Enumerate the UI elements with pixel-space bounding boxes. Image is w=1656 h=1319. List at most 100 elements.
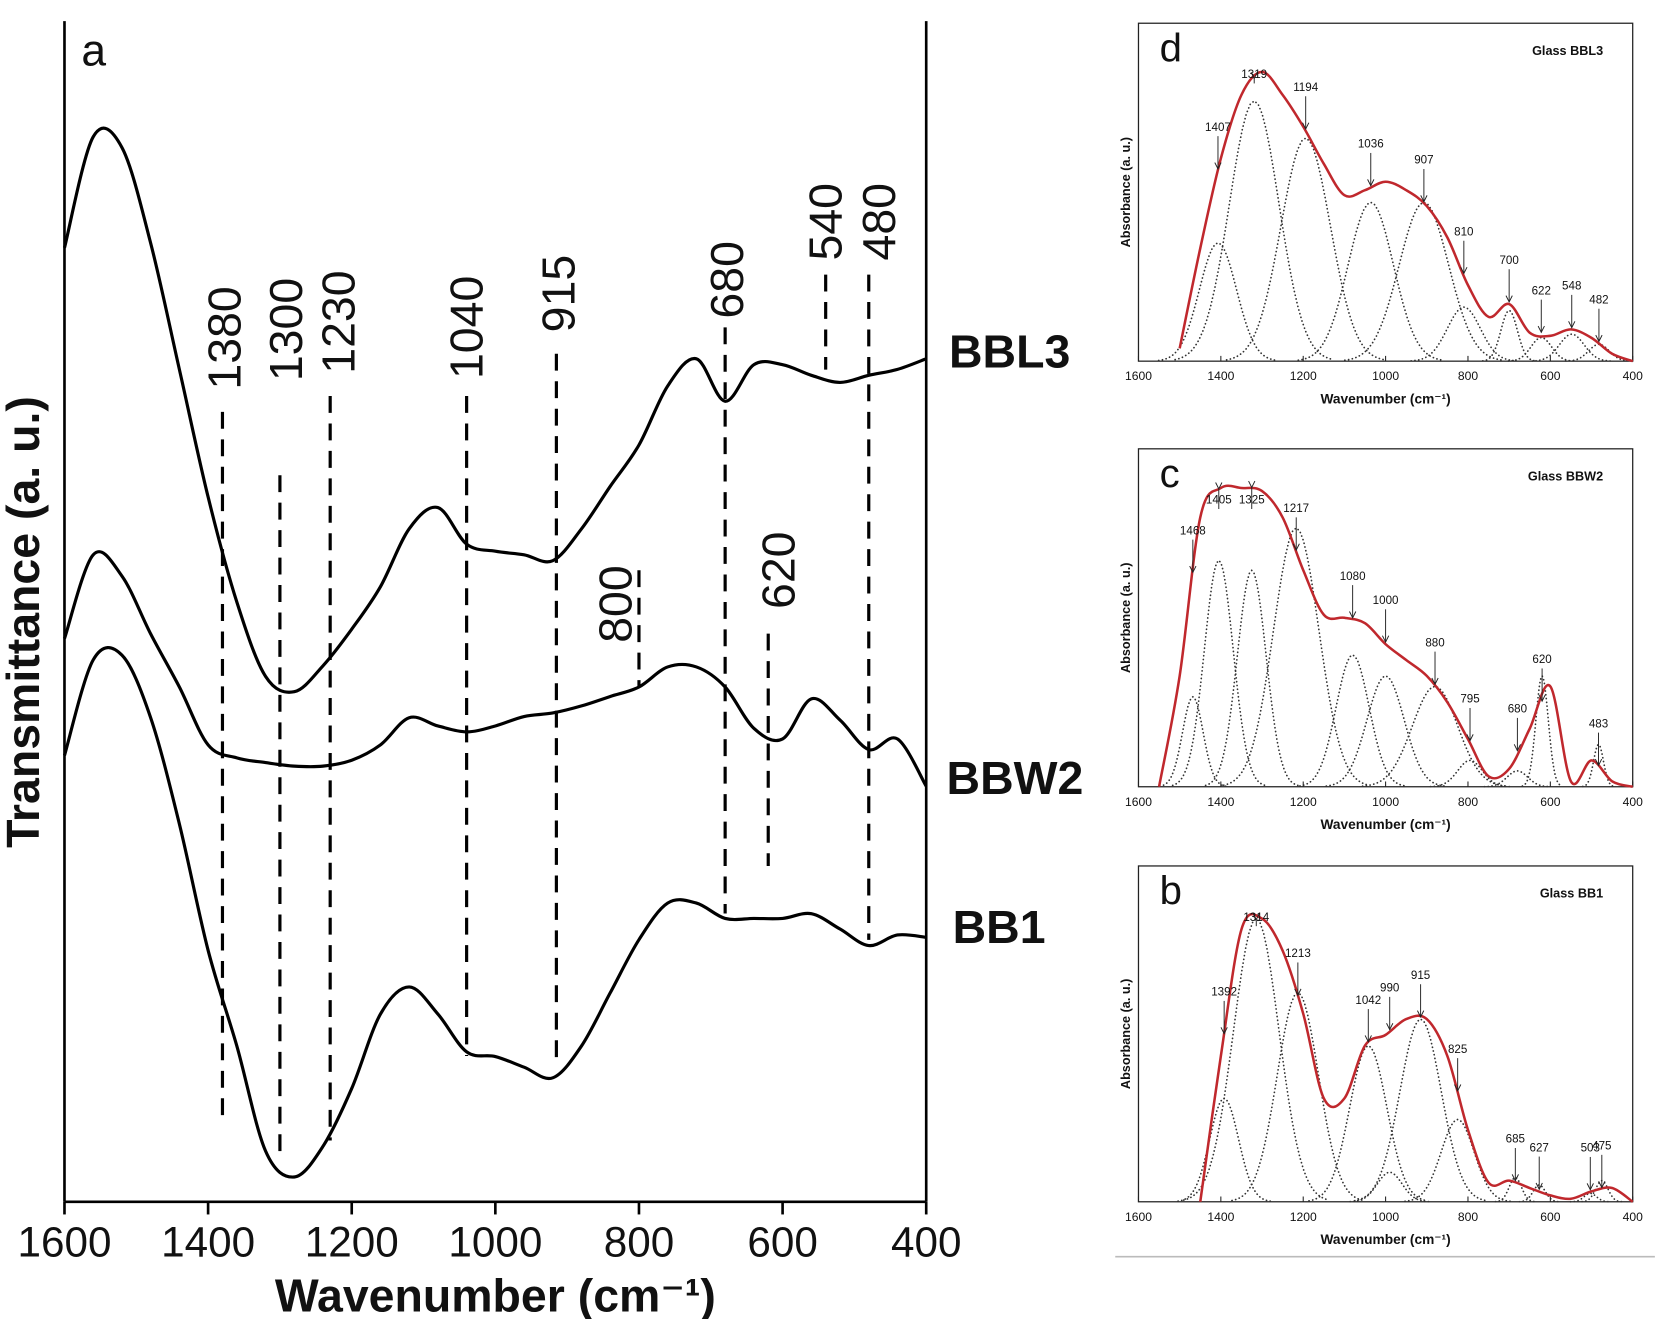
- x-tick-label: 1000: [1372, 369, 1399, 383]
- peak-label: 1405: [1206, 494, 1232, 507]
- envelope: [1157, 484, 1634, 788]
- annotation-label: 680: [701, 241, 753, 319]
- fit-component: [1343, 201, 1504, 362]
- peak-arrowhead: [1420, 195, 1428, 203]
- fit-component: [1231, 991, 1365, 1202]
- peak-arrowhead: [1349, 611, 1357, 619]
- peak-label: 795: [1460, 693, 1479, 706]
- curve: [62, 126, 927, 694]
- x-tick-label: 800: [1458, 369, 1478, 383]
- peak-arrowhead: [1248, 480, 1256, 489]
- peak-arrowhead: [1537, 325, 1545, 334]
- peak-label: 680: [1508, 703, 1527, 716]
- fit-component: [1353, 1018, 1488, 1202]
- peak-arrowhead: [1250, 71, 1258, 80]
- y-axis-label: Absorbance (a. u.): [1119, 563, 1133, 673]
- fit-component: [1299, 653, 1407, 787]
- peak-label: 1000: [1373, 594, 1399, 607]
- peak-label: 907: [1414, 154, 1433, 167]
- x-axis-label: Wavenumber (cm⁻¹): [1320, 391, 1450, 406]
- peak-label: 620: [1532, 653, 1551, 666]
- fit-component: [1204, 569, 1299, 787]
- curve: [62, 550, 928, 788]
- peak-label: 622: [1532, 284, 1551, 297]
- peak-label: 627: [1530, 1141, 1549, 1154]
- panel-title: Glass BB1: [1540, 887, 1603, 901]
- x-tick-label: 400: [1623, 795, 1643, 809]
- x-tick-label: 1600: [1125, 369, 1152, 383]
- peak-arrowhead: [1511, 1174, 1519, 1182]
- peak-arrowhead: [1252, 913, 1260, 921]
- annotation-label: 1380: [198, 286, 250, 389]
- peak-label: 1217: [1283, 502, 1309, 515]
- annotation-label: 620: [753, 532, 805, 610]
- fit-component: [1581, 743, 1616, 788]
- peak-label: 1213: [1285, 947, 1311, 960]
- peak-arrowhead: [1367, 179, 1375, 187]
- panel-label: d: [1160, 25, 1182, 70]
- x-tick-label: 1400: [161, 1219, 255, 1266]
- x-tick-label: 1600: [1125, 1210, 1152, 1224]
- peak-label: 475: [1592, 1140, 1611, 1153]
- peak-arrowhead: [1294, 988, 1302, 997]
- peak-arrowhead: [1386, 1023, 1394, 1031]
- peak-label: 1468: [1180, 524, 1206, 537]
- peak-label: 700: [1499, 254, 1518, 267]
- x-tick-label: 600: [747, 1219, 817, 1266]
- peak-arrowhead: [1417, 1010, 1425, 1019]
- x-tick-label: 1000: [1372, 795, 1399, 809]
- peak-label: 915: [1411, 969, 1430, 982]
- panel-label: b: [1160, 868, 1182, 913]
- x-tick-label: 600: [1540, 369, 1560, 383]
- peak-arrowhead: [1594, 758, 1603, 767]
- peak-label: 1325: [1239, 494, 1265, 507]
- envelope: [1199, 912, 1634, 1203]
- peak-label: 810: [1454, 225, 1473, 238]
- y-axis-label: Absorbance (a. u.): [1119, 979, 1133, 1089]
- peak-arrowhead: [1189, 565, 1197, 574]
- peak-arrowhead: [1513, 744, 1521, 752]
- peak-label: 990: [1380, 982, 1399, 995]
- fit-component: [1404, 1118, 1512, 1203]
- panel-title: Glass BBL3: [1532, 44, 1603, 58]
- fit-component: [1361, 685, 1509, 787]
- peak-arrowhead: [1454, 1084, 1462, 1092]
- peak-arrowhead: [1505, 295, 1513, 304]
- peak-label: 503: [1581, 1142, 1600, 1155]
- annotation-label: 540: [800, 183, 852, 261]
- x-tick-label: 400: [891, 1219, 961, 1266]
- peak-label: 825: [1448, 1043, 1467, 1056]
- peak-arrowhead: [1364, 1035, 1372, 1043]
- annotation-label: 915: [532, 255, 584, 333]
- x-tick-label: 800: [1458, 1210, 1478, 1224]
- x-tick-label: 600: [1540, 1210, 1560, 1224]
- peak-arrowhead: [1214, 162, 1222, 170]
- peak-arrowhead: [1466, 734, 1474, 742]
- peak-arrowhead: [1431, 677, 1439, 686]
- x-tick-label: 1400: [1207, 1210, 1234, 1224]
- x-axis-label: Wavenumber (cm⁻¹): [1320, 817, 1450, 832]
- fit-component: [1222, 526, 1370, 787]
- peak-arrowhead: [1381, 635, 1390, 644]
- fit-component: [1174, 99, 1335, 361]
- x-axis-label: Wavenumber (cm⁻¹): [275, 1270, 716, 1319]
- annotation-label: 1230: [312, 270, 364, 373]
- peak-label: 1194: [1293, 81, 1319, 94]
- fit-component: [1308, 1044, 1429, 1202]
- fit-component: [1569, 1192, 1611, 1203]
- envelope: [1178, 70, 1634, 363]
- panel-label: a: [81, 26, 106, 75]
- peak-label: 880: [1425, 636, 1444, 649]
- fit-component: [1507, 336, 1576, 362]
- peak-label: 1080: [1340, 570, 1366, 583]
- fit-component: [1494, 1176, 1536, 1203]
- peak-label: 1042: [1355, 994, 1381, 1007]
- peak-label: 482: [1589, 293, 1608, 306]
- x-tick-label: 1400: [1207, 795, 1234, 809]
- x-tick-label: 600: [1540, 795, 1560, 809]
- fit-component: [1177, 1097, 1272, 1203]
- peak-label: 1314: [1243, 911, 1269, 924]
- fit-component: [1410, 306, 1518, 362]
- x-tick-label: 1200: [305, 1219, 399, 1266]
